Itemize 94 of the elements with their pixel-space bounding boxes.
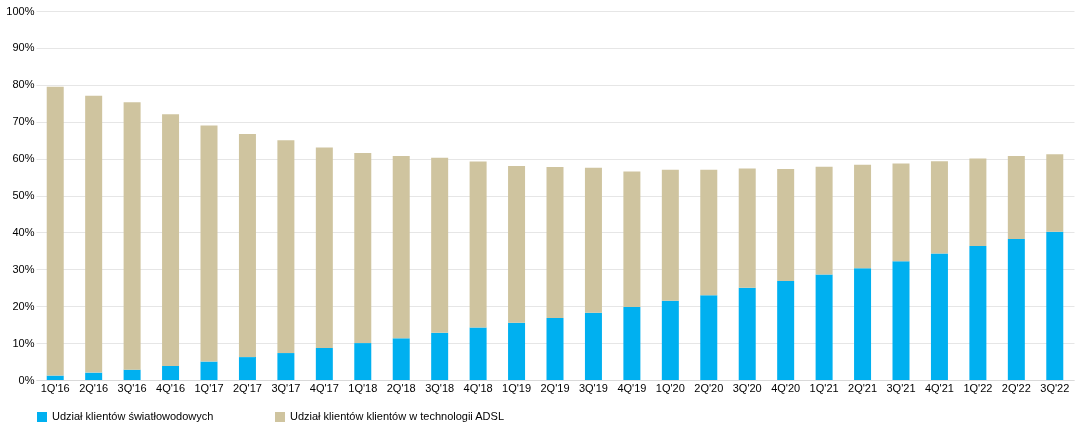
y-tick-label: 100%	[6, 4, 35, 17]
bar	[854, 164, 872, 269]
x-tick-label: 4Q'21	[924, 381, 954, 394]
bar	[431, 157, 449, 333]
bar	[238, 133, 256, 358]
x-tick-label: 1Q'17	[194, 381, 224, 394]
x-tick-label: 3Q'16	[117, 381, 147, 394]
y-tick-label: 50%	[12, 189, 35, 201]
bar	[162, 365, 180, 380]
bar	[738, 287, 756, 380]
y-tick-label: 60%	[12, 152, 35, 165]
x-tick-label: 2Q'18	[386, 381, 416, 394]
y-tick-label: 70%	[12, 115, 35, 128]
bar	[584, 312, 602, 380]
bar	[46, 375, 64, 380]
bar	[508, 322, 526, 380]
x-tick-label: 3Q'17	[271, 381, 301, 394]
bar	[315, 347, 333, 380]
bar	[815, 274, 833, 380]
x-tick-label: 4Q'19	[617, 381, 647, 394]
bar	[700, 169, 718, 296]
bar	[85, 372, 103, 380]
bar	[623, 306, 641, 380]
y-tick-label: 40%	[12, 225, 35, 238]
bar	[546, 167, 564, 319]
x-tick-label: 2Q'17	[232, 381, 262, 394]
x-tick-label: 3Q'18	[425, 381, 455, 394]
y-tick-label: 90%	[12, 41, 35, 54]
bar	[392, 156, 410, 339]
x-tick-label: 1Q'20	[655, 381, 685, 394]
bar	[431, 332, 449, 380]
bar	[392, 338, 410, 380]
x-tick-label: 4Q'16	[156, 381, 186, 394]
y-tick-label: 0%	[18, 373, 35, 386]
bar	[623, 171, 641, 307]
bar	[930, 161, 948, 254]
bar	[469, 161, 487, 328]
bar	[200, 125, 218, 362]
bar	[969, 246, 987, 380]
x-tick-label: 2Q'16	[79, 381, 109, 394]
legend-label: Udział klientów światłowodowych	[52, 410, 214, 422]
x-tick-label: 1Q'22	[963, 381, 993, 394]
x-tick-label: 2Q'19	[540, 381, 570, 394]
x-tick-label: 3Q'19	[578, 381, 608, 394]
y-tick-label: 30%	[12, 262, 35, 275]
bar	[354, 153, 372, 344]
bar	[123, 102, 141, 370]
bar	[238, 357, 256, 380]
bar	[546, 318, 564, 380]
bar	[738, 168, 756, 288]
bar	[661, 300, 679, 380]
bar	[854, 268, 872, 380]
bar	[584, 167, 602, 313]
bar	[315, 147, 333, 348]
legend-label: Udział klientów klientów w technologii ADSL	[290, 410, 504, 422]
bar	[1046, 154, 1064, 232]
x-tick-label: 2Q'22	[1001, 381, 1031, 394]
bar	[892, 261, 910, 380]
bar	[469, 327, 487, 380]
bar	[277, 353, 295, 380]
x-tick-label: 2Q'21	[848, 381, 878, 394]
bar	[661, 169, 679, 301]
y-tick-label: 10%	[12, 336, 35, 349]
bar	[354, 343, 372, 380]
bar	[1007, 156, 1025, 240]
bar	[162, 114, 180, 366]
x-tick-label: 4Q'18	[463, 381, 493, 394]
bar	[85, 95, 103, 373]
bar	[777, 281, 795, 380]
x-tick-label: 3Q'20	[732, 381, 762, 394]
bar	[123, 369, 141, 380]
bar	[700, 295, 718, 380]
x-tick-label: 1Q'21	[809, 381, 839, 394]
x-tick-label: 1Q'18	[348, 381, 378, 394]
bar	[930, 253, 948, 380]
x-tick-label: 3Q'22	[1040, 381, 1070, 394]
bar	[1007, 239, 1025, 380]
bar	[508, 165, 526, 323]
bar	[1046, 231, 1064, 380]
bar	[200, 361, 218, 380]
bar	[277, 140, 295, 354]
x-tick-label: 4Q'17	[309, 381, 339, 394]
bar	[815, 166, 833, 275]
x-tick-label: 2Q'20	[694, 381, 724, 394]
x-tick-label: 4Q'20	[771, 381, 801, 394]
y-tick-label: 80%	[12, 78, 35, 91]
y-tick-label: 20%	[12, 299, 35, 312]
x-tick-label: 3Q'21	[886, 381, 916, 394]
x-tick-label: 1Q'19	[502, 381, 532, 394]
bar	[969, 158, 987, 247]
x-tick-label: 1Q'16	[40, 381, 70, 394]
bar	[777, 168, 795, 282]
bar	[892, 163, 910, 262]
bar	[46, 86, 64, 376]
